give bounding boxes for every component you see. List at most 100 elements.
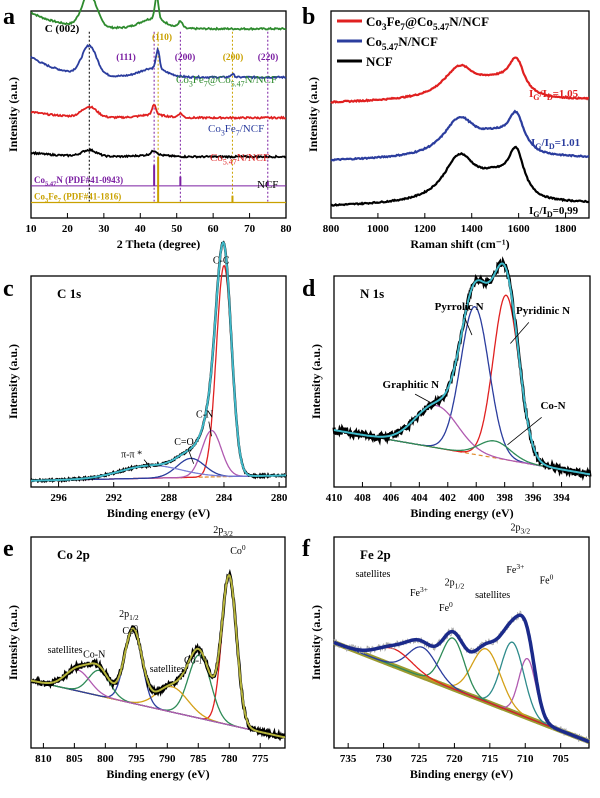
label-part: Co xyxy=(34,175,45,185)
label-part: N/NCF xyxy=(237,152,269,164)
x-tick-label: 70 xyxy=(244,223,256,235)
x-tick-label: 410 xyxy=(326,492,343,504)
fit-envelope-line xyxy=(333,613,590,744)
fit-component-peak xyxy=(333,294,591,475)
xrd-pattern-line xyxy=(30,148,287,160)
x-tick-label: 10 xyxy=(26,223,38,235)
x-tick-label: 408 xyxy=(354,492,371,504)
x-tick-label: 30 xyxy=(98,223,110,235)
label-part: 1.05 xyxy=(559,88,579,100)
x-tick-label: 398 xyxy=(496,492,513,504)
label-part: Co xyxy=(230,546,242,557)
label-part: I xyxy=(529,205,533,217)
x-tick-label: 80 xyxy=(281,223,293,235)
y-axis-title: Intensity (a.u.) xyxy=(6,77,20,152)
panel-letter: b xyxy=(302,4,315,30)
label-part: D xyxy=(547,93,553,102)
peak-label: C (002) xyxy=(45,23,80,35)
label-part: 0 xyxy=(449,600,453,609)
y-axis-title: Intensity (a.u.) xyxy=(306,77,320,152)
x-tick-label: 40 xyxy=(135,223,147,235)
label-part: 5.47 xyxy=(223,157,237,166)
x-tick-label: 1000 xyxy=(367,223,390,235)
x-tick-label: 402 xyxy=(440,492,457,504)
plot-frame xyxy=(333,275,591,488)
label-part: satellites xyxy=(475,590,510,601)
label-part: 7 xyxy=(58,197,62,204)
label-part: 3 xyxy=(382,23,387,33)
x-axis-title: Binding energy (eV) xyxy=(107,506,210,520)
label-part: I xyxy=(531,137,535,149)
y-axis-title: Intensity (a.u.) xyxy=(309,605,323,680)
peak-annotation: Co-N xyxy=(83,649,105,660)
x-tick-label: 296 xyxy=(50,492,67,504)
peak-annotation: Co0 xyxy=(122,623,138,637)
label-part: / xyxy=(539,88,544,100)
xrd-pattern-line xyxy=(30,0,287,32)
label-part: / xyxy=(539,205,544,217)
peak-annotation: Fe0 xyxy=(439,600,453,614)
label-part: NCF xyxy=(257,179,278,191)
x-tick-label: 725 xyxy=(411,753,428,765)
label-part: 2p xyxy=(510,523,520,534)
y-axis-title: Intensity (a.u.) xyxy=(309,344,323,419)
label-leader xyxy=(510,322,530,344)
label-part: 2p xyxy=(213,525,223,536)
x-tick-label: 1400 xyxy=(461,223,484,235)
label-part: 3 xyxy=(189,79,193,88)
label-leader xyxy=(414,393,431,403)
peak-annotation: satellites xyxy=(355,569,390,580)
x-tick-label: 394 xyxy=(553,492,570,504)
label-part: 7 xyxy=(236,128,240,137)
x-tick-label: 805 xyxy=(66,753,83,765)
component-label: Graphitic N xyxy=(383,379,440,391)
label-part: Co xyxy=(210,152,223,164)
panel-letter: e xyxy=(3,536,14,562)
label-part: I xyxy=(543,205,547,217)
label-part: G xyxy=(535,142,541,151)
legend-entry: Co3Fe7@Co5.47N/NCF xyxy=(366,14,489,33)
peak-annotation: 2p1/2 xyxy=(445,578,465,591)
component-label: Pyrrolic N xyxy=(435,301,484,313)
label-part: Co-N xyxy=(83,649,105,660)
x-tick-label: 730 xyxy=(375,753,392,765)
peak-annotation: satellites xyxy=(150,664,185,675)
panel-letter: a xyxy=(3,4,15,30)
label-part: Fe xyxy=(410,588,421,599)
label-part: satellites xyxy=(150,664,185,675)
ratio-label: IG/ID=1.05 xyxy=(529,88,579,102)
x-axis-title: Binding energy (eV) xyxy=(410,767,513,781)
label-part: Co xyxy=(208,123,221,135)
x-tick-label: 785 xyxy=(190,753,207,765)
panel-letter: d xyxy=(302,276,316,302)
x-tick-label: 20 xyxy=(62,223,74,235)
x-tick-label: 720 xyxy=(446,753,463,765)
component-label: C-N xyxy=(196,409,213,420)
x-tick-label: 60 xyxy=(208,223,220,235)
component-label: Co-N xyxy=(540,400,565,412)
label-leader xyxy=(464,318,473,336)
x-tick-label: 1600 xyxy=(508,223,531,235)
x-tick-label: 775 xyxy=(252,753,269,765)
label-part: Fe xyxy=(506,565,517,576)
peak-annotation: Co0 xyxy=(230,543,246,557)
peak-label: (200) xyxy=(223,52,244,63)
label-part: I xyxy=(545,137,549,149)
label-part: @Co xyxy=(208,74,231,86)
plot-frame xyxy=(30,536,286,749)
x-tick-label: 790 xyxy=(159,753,176,765)
label-part: 3+ xyxy=(420,585,428,594)
peak-annotation: 2p3/2 xyxy=(510,523,530,536)
fit-envelope-line xyxy=(31,241,286,482)
series-label: Co3Fe7/NCF xyxy=(208,123,264,137)
x-tick-label: 284 xyxy=(216,492,233,504)
component-label: π-π * xyxy=(121,449,142,460)
label-part: 2p xyxy=(445,578,455,589)
label-part: @Co xyxy=(405,14,433,29)
label-part: 0 xyxy=(242,543,246,552)
label-part: Co xyxy=(366,14,382,29)
label-part: Co xyxy=(34,191,45,201)
x-tick-label: 780 xyxy=(221,753,238,765)
component-label: C=O xyxy=(174,437,194,448)
x-tick-label: 1200 xyxy=(414,223,437,235)
